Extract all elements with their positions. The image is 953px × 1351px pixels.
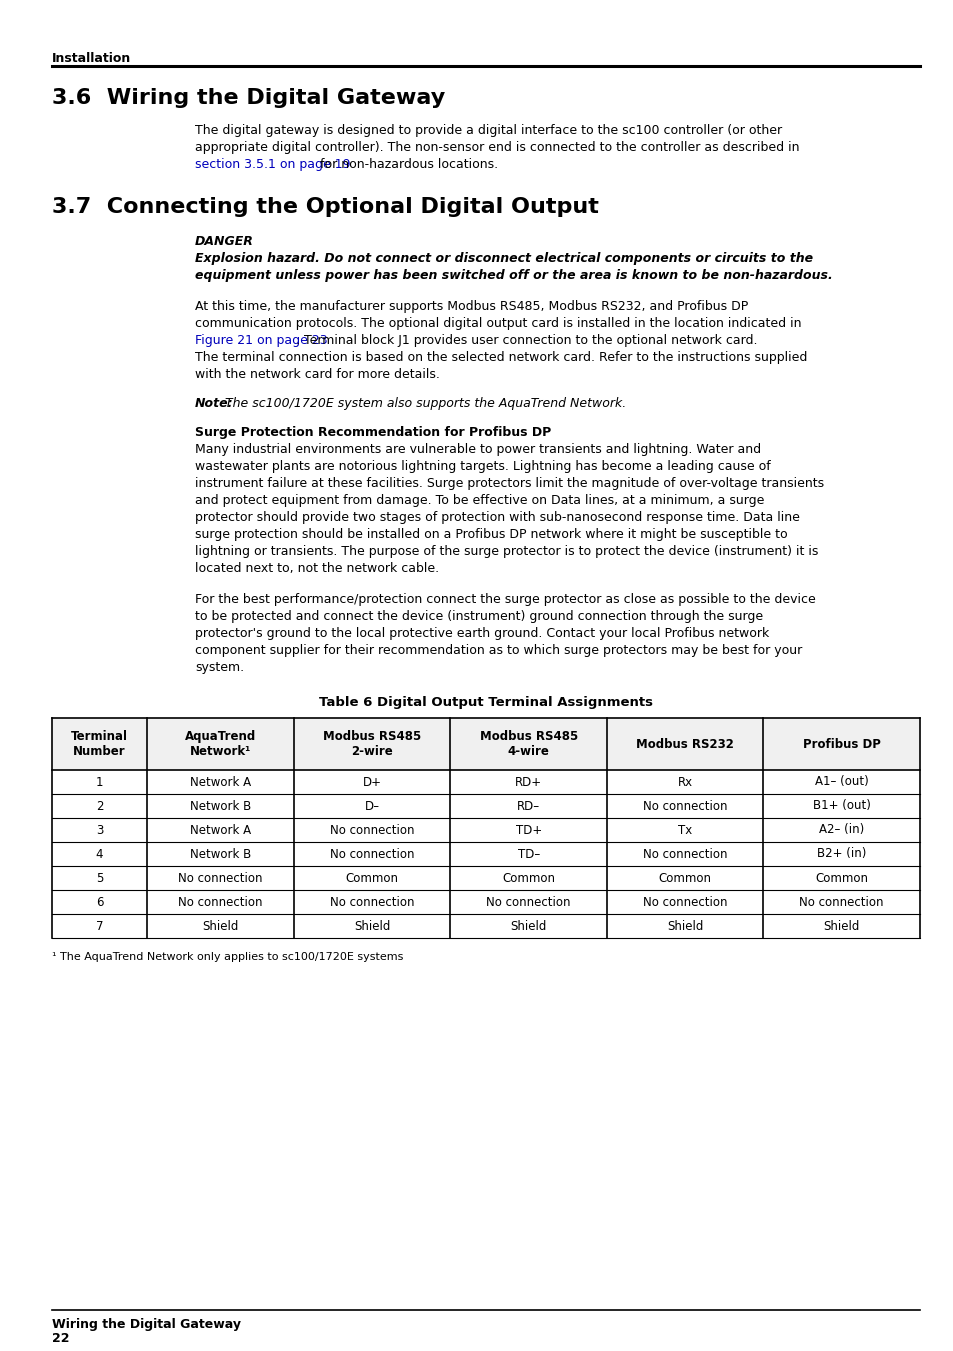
- Text: . Terminal block J1 provides user connection to the optional network card.: . Terminal block J1 provides user connec…: [295, 334, 757, 347]
- Text: At this time, the manufacturer supports Modbus RS485, Modbus RS232, and Profibus: At this time, the manufacturer supports …: [194, 300, 747, 313]
- Text: DANGER: DANGER: [194, 235, 253, 249]
- Text: lightning or transients. The purpose of the surge protector is to protect the de: lightning or transients. The purpose of …: [194, 544, 818, 558]
- Text: Surge Protection Recommendation for Profibus DP: Surge Protection Recommendation for Prof…: [194, 426, 551, 439]
- Text: Shield: Shield: [354, 920, 390, 932]
- Text: RD–: RD–: [517, 800, 539, 812]
- Text: B1+ (out): B1+ (out): [812, 800, 870, 812]
- Text: Common: Common: [658, 871, 711, 885]
- Text: AquaTrend
Network¹: AquaTrend Network¹: [185, 730, 255, 758]
- Text: D–: D–: [364, 800, 379, 812]
- Text: Shield: Shield: [510, 920, 546, 932]
- Text: RD+: RD+: [515, 775, 541, 789]
- Text: No connection: No connection: [178, 896, 262, 908]
- Bar: [52, 717, 919, 770]
- Text: The terminal connection is based on the selected network card. Refer to the inst: The terminal connection is based on the …: [194, 351, 806, 363]
- Text: appropriate digital controller). The non-sensor end is connected to the controll: appropriate digital controller). The non…: [194, 141, 799, 154]
- Text: Many industrial environments are vulnerable to power transients and lightning. W: Many industrial environments are vulnera…: [194, 443, 760, 457]
- Text: section 3.5.1 on page 19: section 3.5.1 on page 19: [194, 158, 350, 172]
- Text: for non-hazardous locations.: for non-hazardous locations.: [315, 158, 497, 172]
- Text: No connection: No connection: [642, 847, 727, 861]
- Text: 1: 1: [95, 775, 103, 789]
- Text: 3.6  Wiring the Digital Gateway: 3.6 Wiring the Digital Gateway: [52, 88, 445, 108]
- Text: Common: Common: [345, 871, 398, 885]
- Text: TD–: TD–: [517, 847, 539, 861]
- Text: Modbus RS485
4-wire: Modbus RS485 4-wire: [479, 730, 578, 758]
- Text: with the network card for more details.: with the network card for more details.: [194, 367, 439, 381]
- Text: 2: 2: [95, 800, 103, 812]
- Text: Shield: Shield: [666, 920, 702, 932]
- Text: equipment unless power has been switched off or the area is known to be non-haza: equipment unless power has been switched…: [194, 269, 832, 282]
- Text: The sc100/1720E system also supports the AquaTrend Network.: The sc100/1720E system also supports the…: [221, 397, 626, 409]
- Text: Rx: Rx: [677, 775, 692, 789]
- Text: No connection: No connection: [642, 896, 727, 908]
- Text: No connection: No connection: [330, 896, 414, 908]
- Text: Network B: Network B: [190, 847, 251, 861]
- Text: Installation: Installation: [52, 51, 132, 65]
- Text: Network A: Network A: [190, 775, 251, 789]
- Text: 5: 5: [95, 871, 103, 885]
- Text: Common: Common: [501, 871, 555, 885]
- Text: D+: D+: [362, 775, 381, 789]
- Text: Note:: Note:: [194, 397, 233, 409]
- Text: 3: 3: [95, 824, 103, 836]
- Text: ¹ The AquaTrend Network only applies to sc100/1720E systems: ¹ The AquaTrend Network only applies to …: [52, 952, 403, 962]
- Text: component supplier for their recommendation as to which surge protectors may be : component supplier for their recommendat…: [194, 644, 801, 657]
- Text: For the best performance/protection connect the surge protector as close as poss: For the best performance/protection conn…: [194, 593, 815, 607]
- Text: The digital gateway is designed to provide a digital interface to the sc100 cont: The digital gateway is designed to provi…: [194, 124, 781, 136]
- Text: Shield: Shield: [202, 920, 238, 932]
- Text: No connection: No connection: [330, 824, 414, 836]
- Text: system.: system.: [194, 661, 244, 674]
- Text: No connection: No connection: [178, 871, 262, 885]
- Text: No connection: No connection: [486, 896, 570, 908]
- Text: Modbus RS485
2-wire: Modbus RS485 2-wire: [323, 730, 421, 758]
- Text: B2+ (in): B2+ (in): [816, 847, 865, 861]
- Text: Profibus DP: Profibus DP: [802, 738, 880, 751]
- Text: Network A: Network A: [190, 824, 251, 836]
- Text: Wiring the Digital Gateway: Wiring the Digital Gateway: [52, 1319, 241, 1331]
- Text: wastewater plants are notorious lightning targets. Lightning has become a leadin: wastewater plants are notorious lightnin…: [194, 459, 770, 473]
- Text: 7: 7: [95, 920, 103, 932]
- Text: A2– (in): A2– (in): [819, 824, 863, 836]
- Text: Explosion hazard. Do not connect or disconnect electrical components or circuits: Explosion hazard. Do not connect or disc…: [194, 253, 812, 265]
- Text: surge protection should be installed on a Profibus DP network where it might be : surge protection should be installed on …: [194, 528, 787, 540]
- Text: instrument failure at these facilities. Surge protectors limit the magnitude of : instrument failure at these facilities. …: [194, 477, 823, 490]
- Text: Tx: Tx: [678, 824, 692, 836]
- Text: located next to, not the network cable.: located next to, not the network cable.: [194, 562, 438, 576]
- Text: communication protocols. The optional digital output card is installed in the lo: communication protocols. The optional di…: [194, 317, 801, 330]
- Text: Modbus RS232: Modbus RS232: [636, 738, 734, 751]
- Text: 6: 6: [95, 896, 103, 908]
- Text: protector's ground to the local protective earth ground. Contact your local Prof: protector's ground to the local protecti…: [194, 627, 768, 640]
- Text: Terminal
Number: Terminal Number: [71, 730, 128, 758]
- Text: Shield: Shield: [822, 920, 859, 932]
- Text: Network B: Network B: [190, 800, 251, 812]
- Text: TD+: TD+: [515, 824, 541, 836]
- Text: 22: 22: [52, 1332, 70, 1346]
- Text: A1– (out): A1– (out): [814, 775, 867, 789]
- Text: Table 6 Digital Output Terminal Assignments: Table 6 Digital Output Terminal Assignme…: [318, 696, 652, 709]
- Text: No connection: No connection: [799, 896, 883, 908]
- Text: Common: Common: [815, 871, 867, 885]
- Text: 4: 4: [95, 847, 103, 861]
- Text: and protect equipment from damage. To be effective on Data lines, at a minimum, : and protect equipment from damage. To be…: [194, 494, 763, 507]
- Text: to be protected and connect the device (instrument) ground connection through th: to be protected and connect the device (…: [194, 611, 762, 623]
- Text: protector should provide two stages of protection with sub-nanosecond response t: protector should provide two stages of p…: [194, 511, 799, 524]
- Text: No connection: No connection: [642, 800, 727, 812]
- Text: Figure 21 on page 23: Figure 21 on page 23: [194, 334, 327, 347]
- Text: 3.7  Connecting the Optional Digital Output: 3.7 Connecting the Optional Digital Outp…: [52, 197, 598, 218]
- Text: No connection: No connection: [330, 847, 414, 861]
